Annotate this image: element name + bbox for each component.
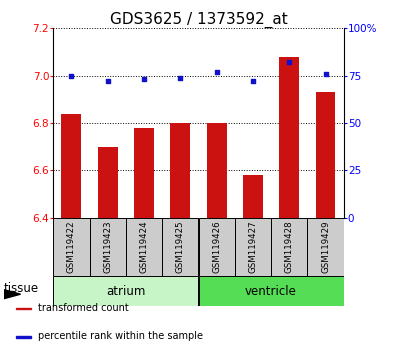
Point xyxy=(68,73,75,79)
Text: GSM119429: GSM119429 xyxy=(321,221,330,273)
Bar xyxy=(62,114,81,218)
Point xyxy=(286,59,292,65)
Text: GSM119423: GSM119423 xyxy=(103,221,112,273)
Text: transformed count: transformed count xyxy=(38,303,129,313)
Bar xyxy=(162,218,198,276)
Bar xyxy=(279,57,299,218)
Bar xyxy=(199,276,344,306)
Bar xyxy=(235,218,271,276)
Title: GDS3625 / 1373592_at: GDS3625 / 1373592_at xyxy=(110,12,288,28)
Bar xyxy=(53,276,198,306)
Bar xyxy=(16,336,31,337)
Bar xyxy=(170,123,190,218)
Text: GSM119428: GSM119428 xyxy=(285,221,294,273)
Point xyxy=(177,75,184,80)
Text: tissue: tissue xyxy=(4,282,39,295)
Bar xyxy=(199,218,235,276)
Text: GSM119427: GSM119427 xyxy=(248,221,258,273)
Text: ventricle: ventricle xyxy=(245,285,297,298)
Text: GSM119425: GSM119425 xyxy=(176,221,185,273)
Text: GSM119426: GSM119426 xyxy=(212,221,221,273)
Bar xyxy=(207,123,227,218)
Text: percentile rank within the sample: percentile rank within the sample xyxy=(38,331,203,342)
Polygon shape xyxy=(4,290,21,299)
Text: GSM119424: GSM119424 xyxy=(139,221,149,273)
Bar xyxy=(16,308,31,309)
Bar xyxy=(316,92,335,218)
Point xyxy=(105,79,111,84)
Bar xyxy=(126,218,162,276)
Bar xyxy=(90,218,126,276)
Point xyxy=(141,76,147,82)
Bar xyxy=(53,218,90,276)
Bar xyxy=(271,218,307,276)
Point xyxy=(250,79,256,84)
Text: atrium: atrium xyxy=(106,285,146,298)
Bar xyxy=(307,218,344,276)
Bar xyxy=(98,147,118,218)
Bar xyxy=(243,175,263,218)
Point xyxy=(322,71,329,76)
Text: GSM119422: GSM119422 xyxy=(67,221,76,273)
Point xyxy=(213,69,220,75)
Bar xyxy=(134,128,154,218)
